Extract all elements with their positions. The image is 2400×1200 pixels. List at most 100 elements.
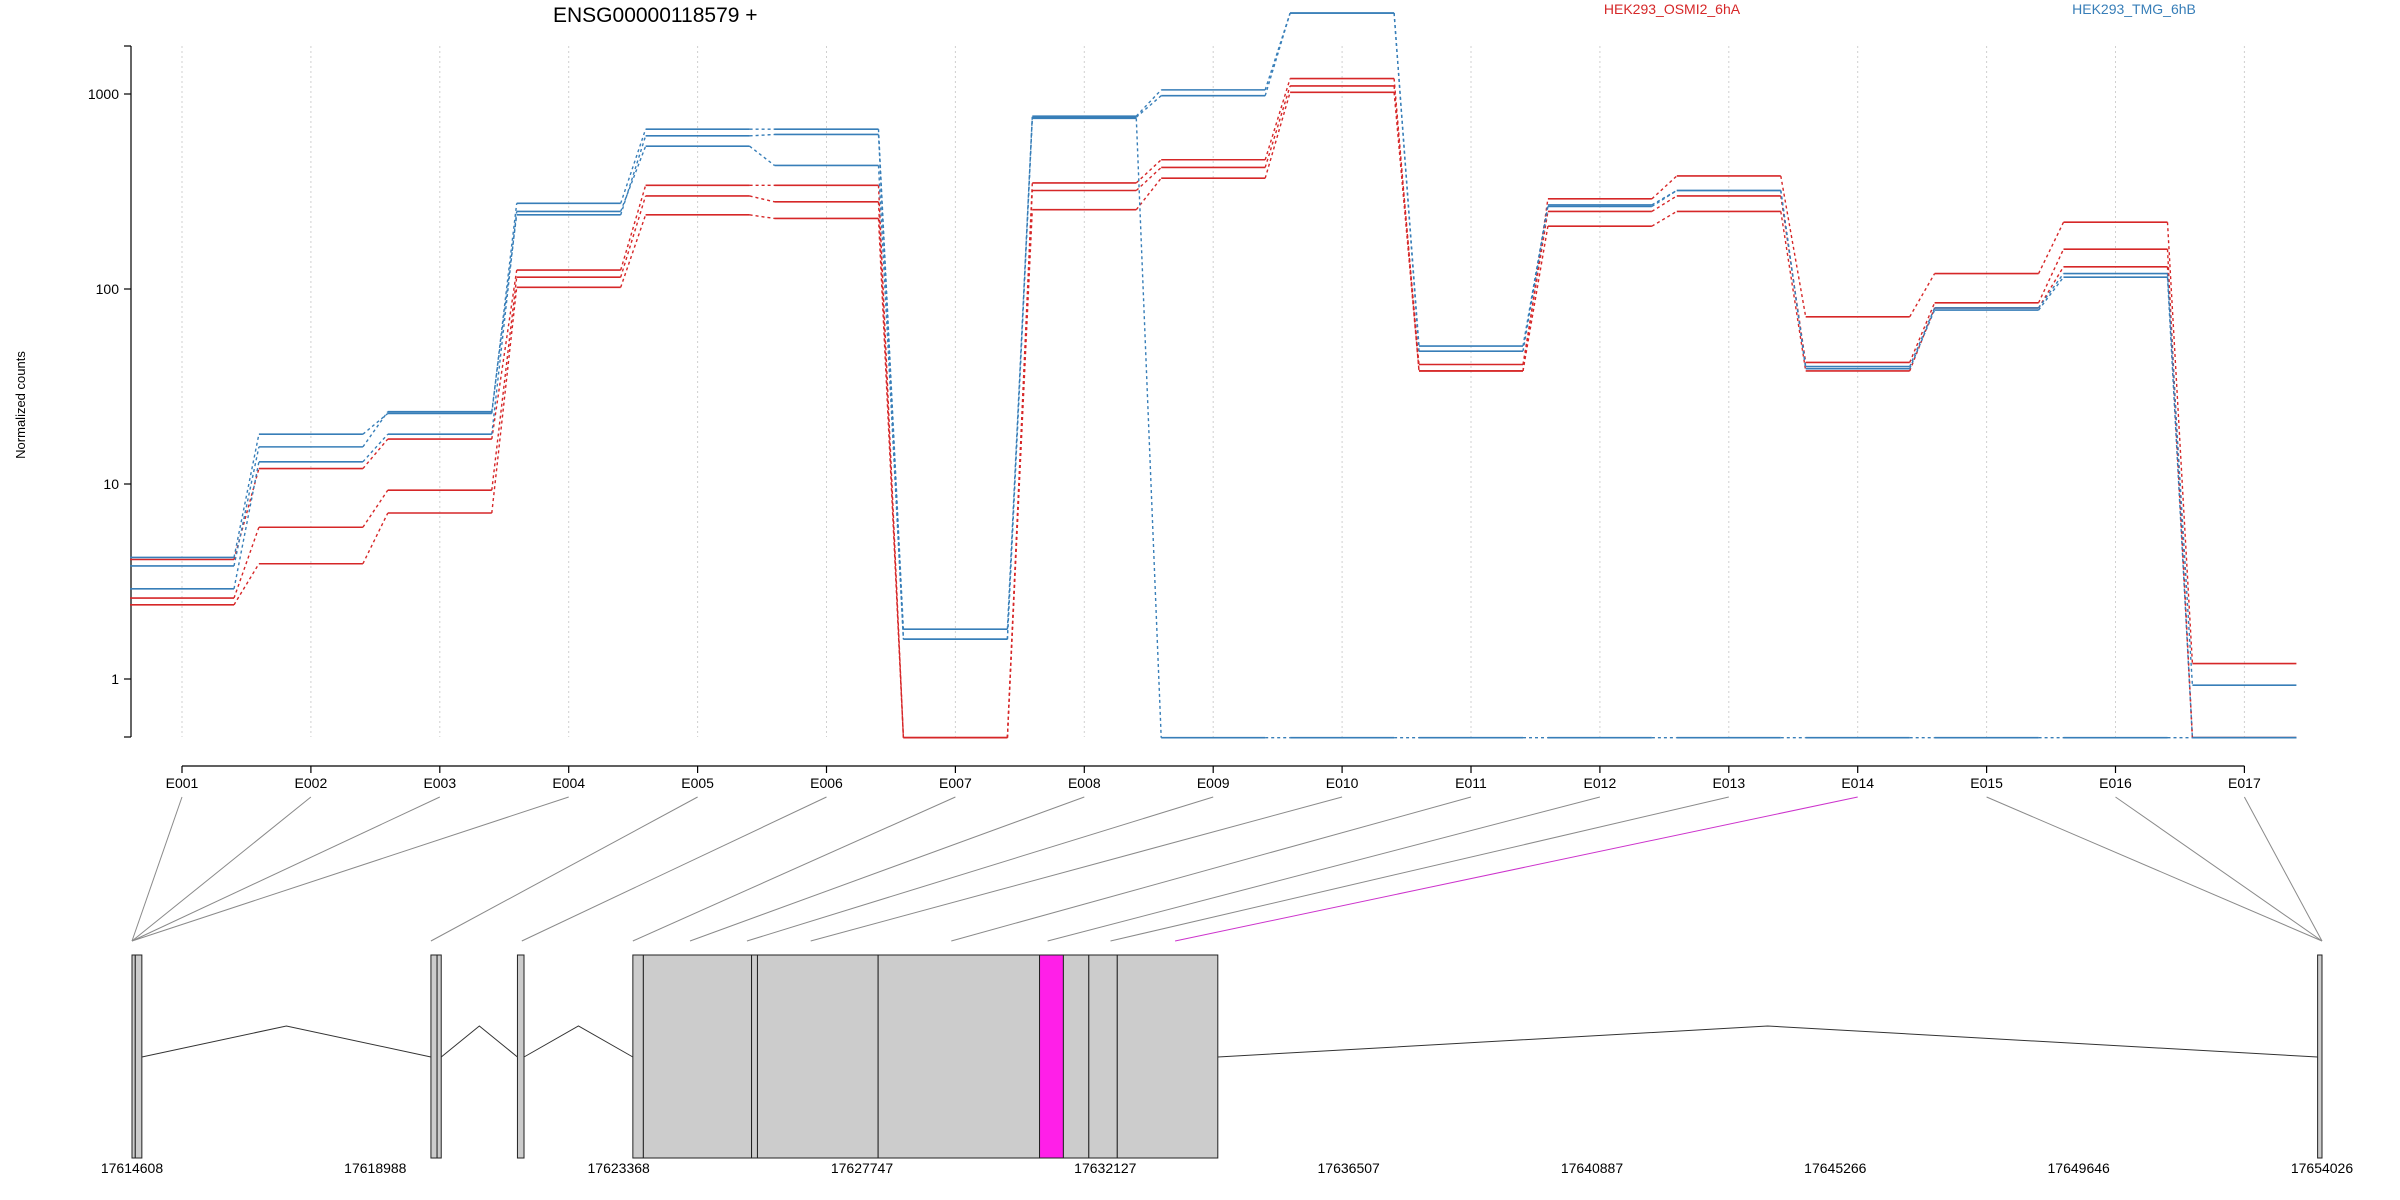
x-tick-label: E016 <box>2099 775 2132 791</box>
exon-connector <box>1986 796 2323 942</box>
gene-model: 17614608 17618988 17623368 17627747 17632127… <box>101 954 2353 1176</box>
exon-box <box>134 954 143 1159</box>
intron-line <box>440 1025 518 1058</box>
x-tick-label: E008 <box>1068 775 1101 791</box>
series-line <box>130 12 2297 686</box>
x-tick-label: E010 <box>1326 775 1359 791</box>
series-connector <box>1651 195 1678 212</box>
series-connector <box>362 433 389 463</box>
exon-connector <box>131 796 569 942</box>
series-connector <box>362 489 389 528</box>
series-connector <box>362 411 389 448</box>
series-connector <box>620 185 647 271</box>
exon-connector <box>1174 796 1858 942</box>
series-connector <box>233 468 260 560</box>
series-connector <box>2166 222 2194 664</box>
series-connector <box>2166 273 2194 686</box>
series-connector <box>877 165 905 640</box>
exon-box <box>516 954 525 1159</box>
exon-box <box>1088 954 1118 1159</box>
exon-connector <box>131 796 183 942</box>
series-connector <box>2038 273 2065 309</box>
series-line <box>130 117 2297 739</box>
exon-connector <box>2115 796 2323 942</box>
series-line <box>130 91 2297 739</box>
x-tick-label: E004 <box>552 775 585 791</box>
series-connector <box>1006 190 1033 738</box>
exon-box <box>877 954 1041 1159</box>
x-tick-label: E005 <box>681 775 714 791</box>
y-tick-label: 100 <box>96 281 120 297</box>
series-connector <box>1264 12 1291 96</box>
series-connector <box>1135 159 1162 184</box>
x-tick-label: E002 <box>295 775 328 791</box>
series-connector <box>749 195 775 203</box>
legend-entry-osmi2: HEK293_OSMI2_6hA <box>1604 1 1741 17</box>
series-connector <box>1135 95 1162 118</box>
exon-box <box>751 954 758 1159</box>
series-connector <box>1393 13 1420 352</box>
series-connector <box>620 135 647 216</box>
series-connector <box>233 446 260 567</box>
series-connector <box>620 128 647 204</box>
series-connector <box>749 133 775 137</box>
coordinate-label: 17632127 <box>1074 1160 1137 1176</box>
exon-connector <box>430 796 698 942</box>
series-connector <box>1135 118 1162 738</box>
series-connector <box>1651 189 1678 208</box>
x-tick-label: E015 <box>1970 775 2003 791</box>
series-connector <box>1006 118 1033 640</box>
exon-box <box>436 954 442 1159</box>
exon-connector <box>131 796 312 942</box>
series-connector <box>233 434 260 558</box>
exon-box <box>756 954 879 1159</box>
y-axis-label: Normalized counts <box>13 351 28 459</box>
x-tick-label: E013 <box>1712 775 1745 791</box>
exon-box <box>1116 954 1219 1159</box>
series-connector <box>1522 226 1549 372</box>
series-connector <box>1393 92 1420 372</box>
coordinate-label: 17614608 <box>101 1160 164 1176</box>
coordinate-label: 17636507 <box>1318 1160 1381 1176</box>
series-connector <box>491 203 518 414</box>
x-tick-label: E007 <box>939 775 972 791</box>
y-tick-label: 1 <box>111 671 119 687</box>
exon-box <box>1039 954 1064 1159</box>
series-connector <box>1264 85 1291 168</box>
x-tick-label: E006 <box>810 775 843 791</box>
exon-box <box>2317 954 2323 1159</box>
y-tick-label: 1000 <box>88 86 119 102</box>
vertical-grid <box>181 46 2245 737</box>
series-connector <box>1909 307 1936 367</box>
exon-connector <box>746 796 1214 942</box>
exon-connector <box>632 796 956 942</box>
coordinate-label: 17645266 <box>1804 1160 1867 1176</box>
exon-connector <box>131 796 441 942</box>
series-connector <box>233 461 260 589</box>
series-connector <box>1264 78 1291 160</box>
series-connector <box>2037 221 2065 274</box>
intron-line <box>523 1025 634 1058</box>
intron-line <box>1217 1025 2318 1058</box>
series-connector <box>1522 211 1549 365</box>
series-connector <box>620 214 647 288</box>
series-connector <box>877 218 905 738</box>
series-connector <box>1651 175 1678 200</box>
exon-connector-lines <box>131 796 2323 942</box>
x-tick-label: E009 <box>1197 775 1230 791</box>
x-tick-label: E001 <box>166 775 199 791</box>
exon-connector <box>521 796 827 942</box>
legend-entry-tmg: HEK293_TMG_6hB <box>2072 1 2196 17</box>
series-connector <box>1909 309 1936 370</box>
series-connector <box>749 145 775 167</box>
series-lines <box>130 12 2297 739</box>
series-connector <box>491 270 518 440</box>
series-connector <box>1651 189 1678 206</box>
series-connector <box>2038 276 2065 311</box>
exon-box <box>632 954 644 1159</box>
series-connector <box>1909 302 1936 363</box>
x-tick-label: E011 <box>1455 775 1487 791</box>
series-connector <box>1522 206 1549 352</box>
exon-connector <box>951 796 1472 942</box>
coordinate-label: 17649646 <box>2048 1160 2111 1176</box>
